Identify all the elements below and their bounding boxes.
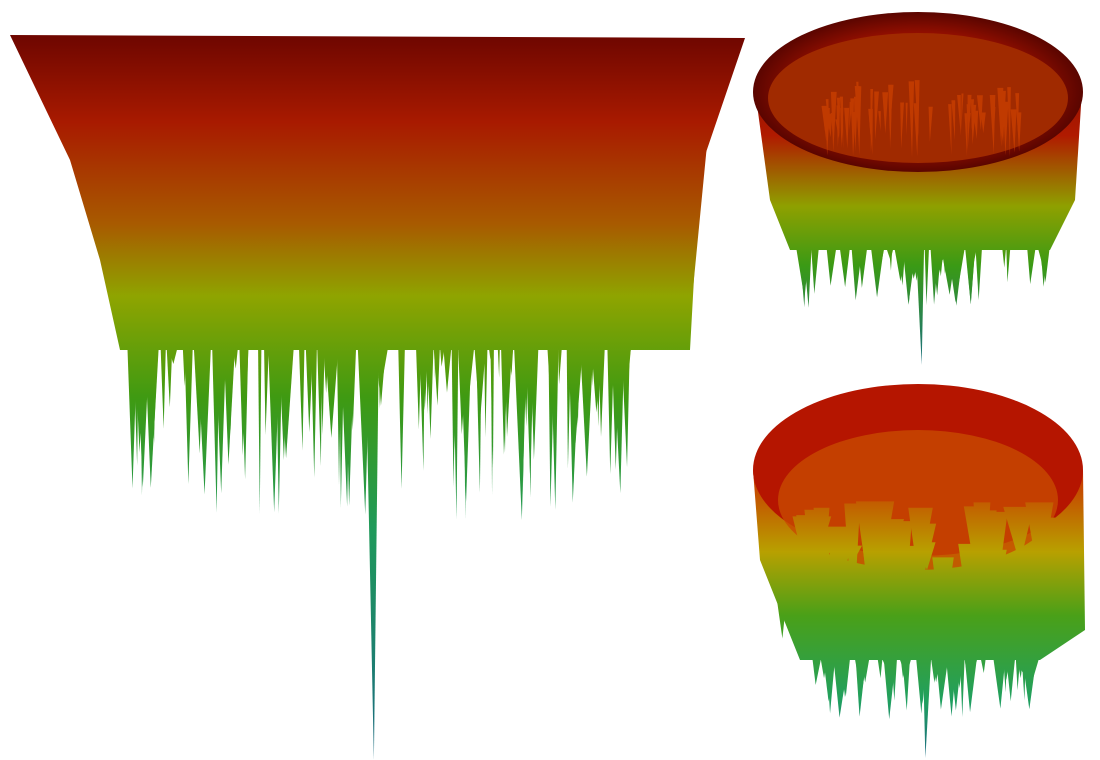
dome-surface	[753, 384, 1085, 758]
spike	[397, 282, 407, 489]
spike	[299, 334, 305, 451]
spike	[916, 250, 924, 365]
main-surface	[10, 35, 745, 760]
spike	[365, 330, 379, 760]
spike	[310, 316, 317, 478]
spike	[258, 294, 262, 513]
spike	[474, 346, 486, 423]
spike	[923, 660, 931, 758]
spike	[1025, 222, 1039, 284]
spike	[854, 632, 869, 716]
bowl-surface	[753, 12, 1083, 365]
spike	[419, 328, 425, 471]
spike	[316, 315, 322, 466]
page: (() => { const NS = 'http://www.w3.org/2…	[0, 0, 1100, 760]
spike	[881, 625, 900, 720]
spike	[962, 627, 981, 713]
render-view	[0, 0, 1100, 760]
spike	[868, 226, 886, 297]
